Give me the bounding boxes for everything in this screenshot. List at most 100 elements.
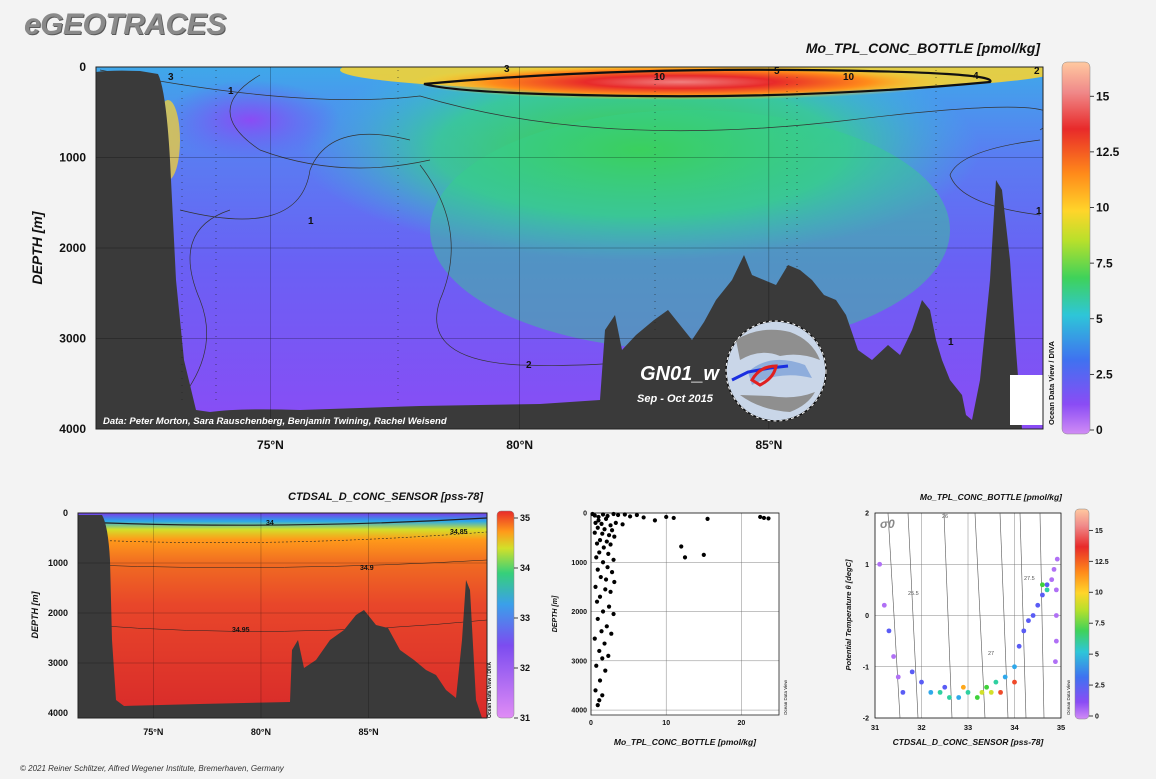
svg-text:27.5: 27.5 <box>1024 576 1035 582</box>
salinity-y-axis-label: DEPTH [m] <box>30 590 40 638</box>
y-tick-label: 3000 <box>59 332 86 346</box>
svg-text:4: 4 <box>973 71 979 82</box>
data-point <box>956 695 962 700</box>
x-tick-label: 34 <box>1010 723 1019 732</box>
mo-depth-frame <box>590 512 780 716</box>
data-point <box>612 579 617 585</box>
data-point <box>1053 613 1059 618</box>
ts-density-lines <box>887 512 1045 719</box>
main-colorbar <box>1061 61 1091 435</box>
data-point <box>1049 577 1055 583</box>
data-point <box>597 678 603 683</box>
main-odv-tag: Ocean Data View / DIVA <box>1047 340 1056 425</box>
data-point <box>895 674 901 680</box>
data-point <box>1053 587 1059 593</box>
data-point <box>965 689 971 695</box>
main-y-ticks: 0 1000 2000 3000 4000 <box>59 60 86 436</box>
colorbar-tick-label: 12.5 <box>1096 145 1120 159</box>
x-tick-label: 75°N <box>257 438 284 452</box>
data-point <box>758 514 763 520</box>
salinity-variable-title: CTDSAL_D_CONC_SENSOR [pss-78] <box>288 491 483 503</box>
data-point <box>596 518 601 523</box>
data-point <box>603 577 609 582</box>
contour-1a <box>229 74 431 169</box>
y-tick-label: 2000 <box>571 609 587 616</box>
main-variable-title: Mo_TPL_CONC_BOTTLE [pmol/kg] <box>806 40 1041 56</box>
data-point <box>595 525 600 530</box>
data-point <box>611 611 616 617</box>
data-point <box>1044 587 1050 593</box>
data-point <box>877 561 883 567</box>
data-point <box>1051 566 1057 572</box>
sal-contour-34 <box>79 517 487 526</box>
colorbar-tick-label: 12.5 <box>1095 559 1109 566</box>
colorbar-tick-label: 10 <box>1096 201 1110 215</box>
cruise-date: Sep - Oct 2015 <box>637 393 714 405</box>
data-point <box>592 636 597 641</box>
svg-text:25.5: 25.5 <box>908 591 919 597</box>
data-point <box>761 515 767 521</box>
svg-text:34.85: 34.85 <box>450 529 468 536</box>
y-tick-label: -1 <box>863 664 869 671</box>
data-point <box>592 530 597 535</box>
ts-points <box>877 556 1060 700</box>
y-tick-label: 4000 <box>59 422 86 436</box>
cruise-label: GN01_w <box>640 363 720 385</box>
svg-text:34: 34 <box>266 520 274 527</box>
x-tick-label: 31 <box>871 723 879 732</box>
data-point <box>602 641 607 646</box>
salinity-plot-frame <box>77 512 488 719</box>
data-point <box>600 531 605 536</box>
contour-1d <box>179 209 231 401</box>
data-point <box>608 542 613 547</box>
data-point <box>993 679 999 685</box>
x-tick-label: 32 <box>917 723 925 732</box>
ts-colorbar <box>1074 508 1090 720</box>
colorbar-tick-label: 7.5 <box>1096 256 1113 270</box>
data-point <box>604 624 609 629</box>
data-point <box>652 518 658 523</box>
svg-text:10: 10 <box>843 72 855 83</box>
data-point <box>886 628 892 634</box>
contour-10 <box>423 68 992 98</box>
data-point <box>960 684 966 690</box>
contour-5 <box>99 69 1043 132</box>
data-point <box>595 703 600 708</box>
data-point <box>1054 556 1060 562</box>
data-point <box>1012 664 1017 670</box>
ts-density-labels: 25.5 26 27 27.5 <box>908 514 1035 657</box>
svg-text:34.95: 34.95 <box>232 627 250 634</box>
colorbar-tick-label: 34 <box>520 563 530 573</box>
data-point <box>701 552 706 557</box>
teal-field-blob <box>430 110 950 350</box>
data-point <box>609 570 615 575</box>
data-point <box>622 512 627 517</box>
ts-x-ticks: 31 32 33 34 35 <box>871 723 1065 732</box>
data-point <box>1053 638 1059 644</box>
data-point <box>909 669 915 675</box>
data-point <box>628 514 633 519</box>
salinity-grid <box>78 513 487 718</box>
svg-text:34.9: 34.9 <box>360 565 374 572</box>
colorbar-tick-label: 0 <box>1096 423 1103 437</box>
x-tick-label: 75°N <box>143 727 163 737</box>
y-tick-label: 0 <box>865 613 869 620</box>
x-tick-label: 0 <box>589 720 593 727</box>
ts-scatter: Mo_TPL_CONC_BOTTLE [pmol/kg] σ0 25.5 26 … <box>844 492 1109 747</box>
data-point <box>606 653 611 658</box>
data-point <box>620 522 625 527</box>
data-point <box>598 574 603 580</box>
data-point <box>988 689 994 695</box>
data-point <box>937 689 943 695</box>
y-tick-label: 2000 <box>59 241 86 255</box>
x-tick-label: 80°N <box>506 438 533 452</box>
svg-text:26: 26 <box>942 514 948 520</box>
x-tick-label: 20 <box>738 720 746 727</box>
y-tick-label: 3000 <box>571 658 587 665</box>
y-tick-label: 4000 <box>48 708 68 718</box>
app-title: eGEOTRACES <box>24 8 226 41</box>
data-point <box>1040 592 1045 598</box>
data-point <box>671 515 676 521</box>
data-point <box>942 684 948 690</box>
main-colorbar-ticks: 0 2.5 5 7.5 10 12.5 15 <box>1090 89 1120 437</box>
